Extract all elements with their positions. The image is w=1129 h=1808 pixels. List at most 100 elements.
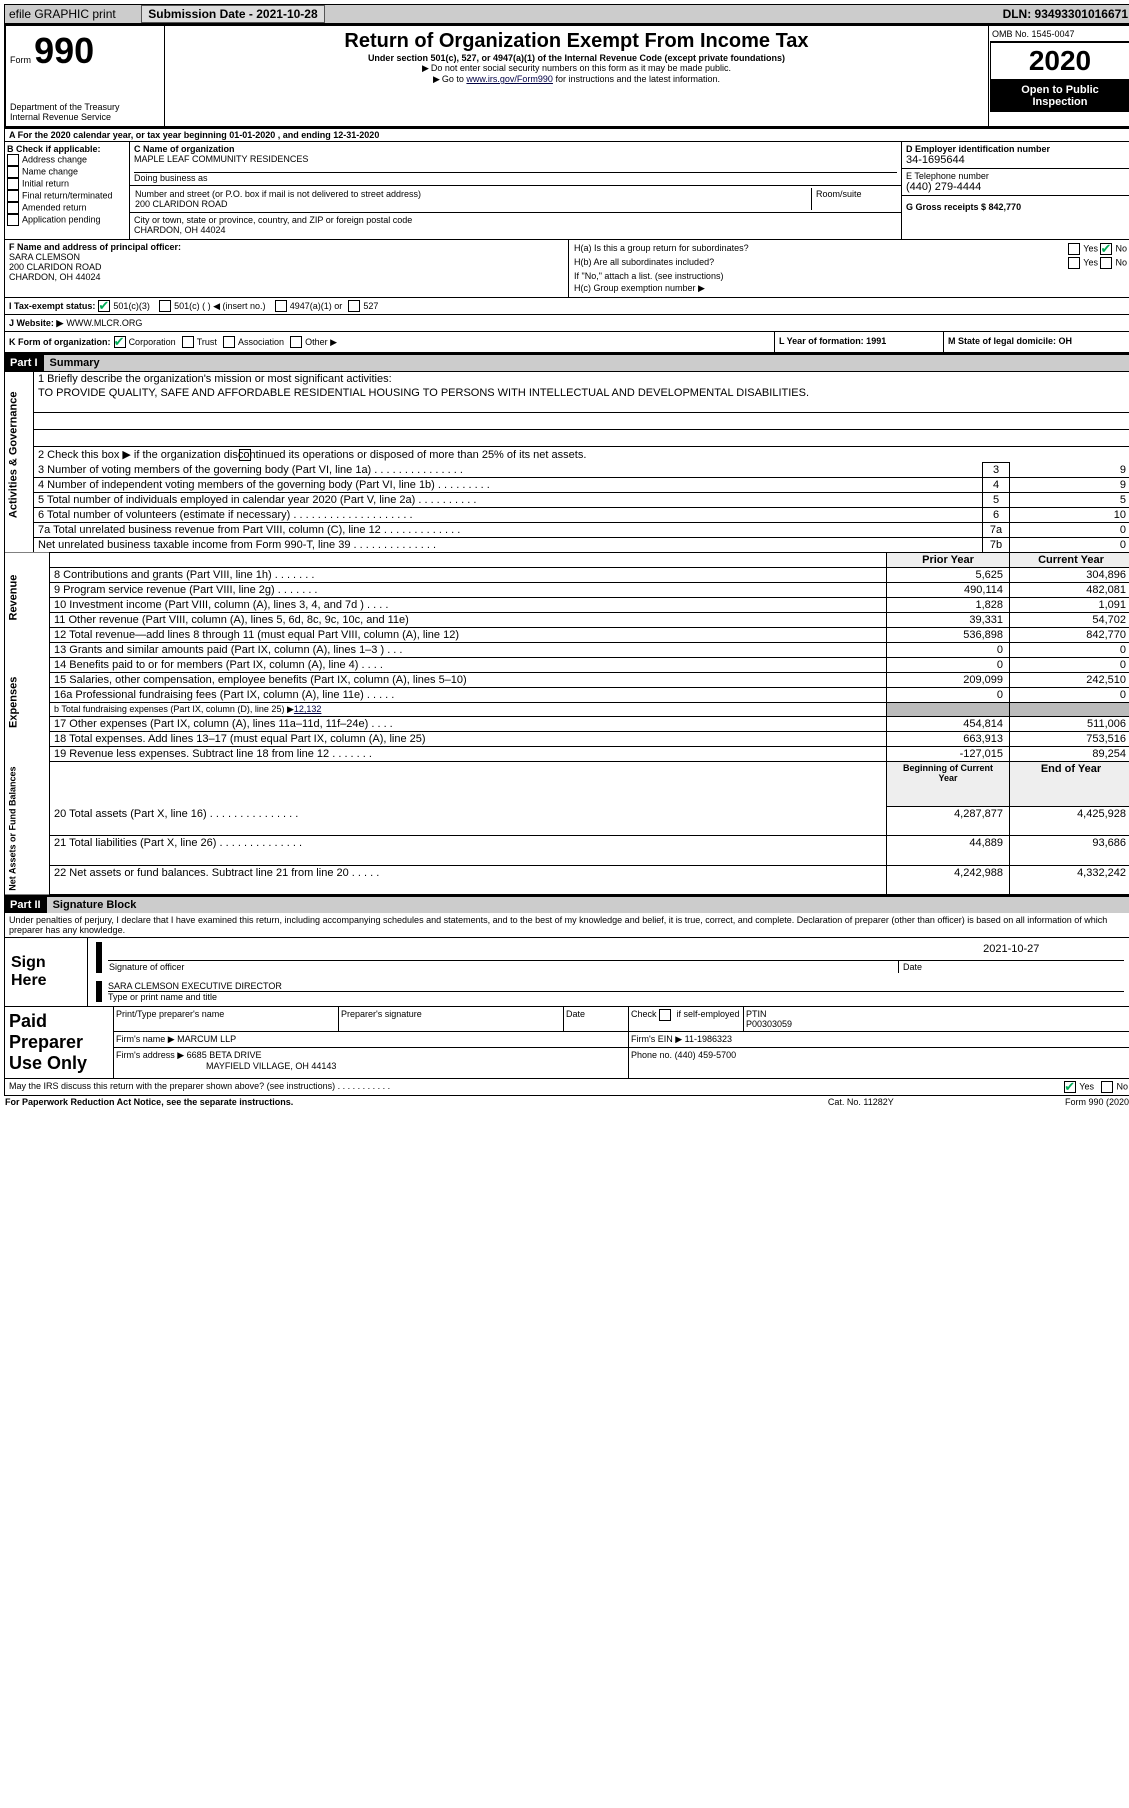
p10: 1,828: [887, 598, 1010, 613]
checkbox-icon[interactable]: [1068, 243, 1080, 255]
firm-addr-label: Firm's address ▶: [116, 1050, 184, 1060]
part2-label: Part II: [4, 897, 47, 913]
p20: 4,287,877: [887, 807, 1010, 836]
org-name: MAPLE LEAF COMMUNITY RESIDENCES: [134, 154, 897, 164]
checkbox-icon[interactable]: [1100, 243, 1112, 255]
checkbox-icon[interactable]: [1068, 257, 1080, 269]
firm-ein-label: Firm's EIN ▶: [631, 1034, 682, 1044]
b-item: Address change: [7, 154, 127, 166]
k-label: K Form of organization:: [9, 337, 111, 347]
checkbox-icon[interactable]: [239, 449, 251, 461]
b-label: B Check if applicable:: [7, 144, 127, 154]
checkbox-icon[interactable]: [1101, 1081, 1113, 1093]
checkbox-icon[interactable]: [7, 166, 19, 178]
ein: 34-1695644: [906, 154, 1128, 166]
prep-date-label: Date: [564, 1007, 629, 1032]
checkbox-icon[interactable]: [98, 300, 110, 312]
val7b: 0: [1010, 538, 1129, 553]
part2-title: Signature Block: [47, 897, 1129, 913]
f-label: F Name and address of principal officer:: [9, 242, 564, 252]
c18: 753,516: [1010, 732, 1129, 747]
checkbox-icon[interactable]: [659, 1009, 671, 1021]
open-public: Open to Public Inspection: [990, 80, 1129, 112]
part1-revexp: Revenue Prior Year Current Year 8 Contri…: [4, 553, 1129, 895]
checkbox-icon[interactable]: [182, 336, 194, 348]
subdate-btn: Submission Date - 2021-10-28: [141, 5, 324, 23]
line1-text: TO PROVIDE QUALITY, SAFE AND AFFORDABLE …: [34, 386, 1129, 400]
checkbox-icon[interactable]: [7, 190, 19, 202]
irs-link[interactable]: www.irs.gov/Form990: [466, 74, 553, 84]
shade: [887, 703, 1010, 717]
checkbox-icon[interactable]: [114, 336, 126, 348]
line7b: Net unrelated business taxable income fr…: [34, 538, 983, 553]
row-num: 7b: [983, 538, 1010, 553]
end-hdr: End of Year: [1010, 762, 1129, 807]
officer-addr1: 200 CLARIDON ROAD: [9, 262, 564, 272]
checkbox-icon[interactable]: [348, 300, 360, 312]
p12: 536,898: [887, 628, 1010, 643]
g-label: G Gross receipts $ 842,770: [906, 202, 1128, 212]
curr-hdr: Current Year: [1010, 553, 1129, 568]
section-a: A For the 2020 calendar year, or tax yea…: [4, 128, 1129, 240]
checkbox-icon[interactable]: [159, 300, 171, 312]
c11: 54,702: [1010, 613, 1129, 628]
firm-name-label: Firm's name ▶: [116, 1034, 175, 1044]
row-num: 7a: [983, 523, 1010, 538]
p19: -127,015: [887, 747, 1010, 762]
c8: 304,896: [1010, 568, 1129, 583]
ptin-label: PTIN: [746, 1009, 1129, 1019]
prep-phone: (440) 459-5700: [675, 1050, 737, 1060]
form-subtitle: Under section 501(c), 527, or 4947(a)(1)…: [169, 53, 984, 63]
checkbox-icon[interactable]: [7, 214, 19, 226]
p11: 39,331: [887, 613, 1010, 628]
line9: 9 Program service revenue (Part VIII, li…: [50, 583, 887, 598]
dba-label: Doing business as: [134, 172, 897, 183]
sig-off-label: Signature of officer: [108, 960, 899, 973]
firm-name: MARCUM LLP: [177, 1034, 236, 1044]
b-item: Name change: [7, 166, 127, 178]
c21: 93,686: [1010, 836, 1129, 865]
efile-label: efile GRAPHIC print: [5, 5, 138, 24]
may-irs-row: May the IRS discuss this return with the…: [4, 1079, 1129, 1096]
line13: 13 Grants and similar amounts paid (Part…: [50, 643, 887, 658]
checkbox-icon[interactable]: [7, 178, 19, 190]
b-item: Initial return: [7, 178, 127, 190]
tax-year: 2020: [990, 42, 1129, 80]
checkbox-icon[interactable]: [290, 336, 302, 348]
c14: 0: [1010, 658, 1129, 673]
line6: 6 Total number of volunteers (estimate i…: [34, 508, 983, 523]
c10: 1,091: [1010, 598, 1129, 613]
line20: 20 Total assets (Part X, line 16) . . . …: [50, 807, 887, 836]
c13: 0: [1010, 643, 1129, 658]
line4: 4 Number of independent voting members o…: [34, 478, 983, 493]
c-label: C Name of organization: [134, 144, 897, 154]
pra-notice: For Paperwork Reduction Act Notice, see …: [4, 1096, 771, 1108]
officer-name: SARA CLEMSON: [9, 252, 564, 262]
line14: 14 Benefits paid to or for members (Part…: [50, 658, 887, 673]
h-note: If "No," attach a list. (see instruction…: [573, 270, 1128, 282]
checkbox-icon[interactable]: [7, 154, 19, 166]
val5: 5: [1010, 493, 1129, 508]
ptin: P00303059: [746, 1019, 1129, 1029]
line17: 17 Other expenses (Part IX, column (A), …: [50, 717, 887, 732]
submission-date: Submission Date - 2021-10-28: [137, 5, 358, 24]
dln: DLN: 93493301016671: [978, 5, 1129, 24]
prep-sig-label: Preparer's signature: [339, 1007, 564, 1032]
prep-name-label: Print/Type preparer's name: [114, 1007, 339, 1032]
j-label: J Website: ▶: [9, 318, 63, 328]
hc-label: H(c) Group exemption number ▶: [573, 282, 1128, 295]
checkbox-icon[interactable]: [1064, 1081, 1076, 1093]
checkbox-icon[interactable]: [223, 336, 235, 348]
checkbox-icon[interactable]: [7, 202, 19, 214]
c12: 842,770: [1010, 628, 1129, 643]
form-header: Form 990 Department of the Treasury Inte…: [4, 24, 1129, 128]
firm-addr1: 6685 BETA DRIVE: [187, 1050, 262, 1060]
m-label: M State of legal domicile: OH: [944, 332, 1129, 353]
checkbox-icon[interactable]: [275, 300, 287, 312]
checkbox-icon[interactable]: [1100, 257, 1112, 269]
addr-label: Number and street (or P.O. box if mail i…: [135, 189, 810, 199]
c22: 4,332,242: [1010, 865, 1129, 894]
b-item: Amended return: [7, 202, 127, 214]
e-label: E Telephone number: [906, 171, 1128, 181]
exp-sidelabel: Expenses: [5, 643, 50, 762]
